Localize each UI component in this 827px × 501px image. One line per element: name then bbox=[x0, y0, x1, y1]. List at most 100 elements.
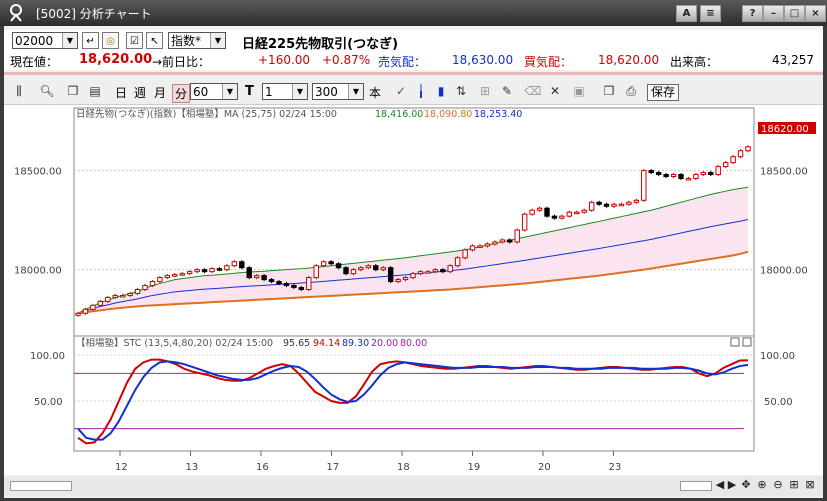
enter-icon[interactable]: ↵ bbox=[82, 32, 99, 49]
osc-ylabel-right: 50.00 bbox=[764, 397, 793, 408]
candle-body bbox=[745, 146, 751, 152]
candle-body bbox=[97, 300, 104, 306]
bar-chart-icon[interactable]: ╽ bbox=[417, 84, 425, 98]
candle-body bbox=[231, 261, 238, 267]
ask-label: 売気配： bbox=[378, 55, 427, 69]
print-icon[interactable]: ⎙ bbox=[626, 84, 636, 98]
count-select[interactable]: 300 ▼ bbox=[312, 83, 364, 100]
instrument-row: 02000 ▼ ↵ ◎ ☑ ↖ 指数* ▼ 日経225先物取引(つなぎ) bbox=[4, 30, 823, 52]
t-select[interactable]: 1 ▼ bbox=[262, 83, 308, 100]
candle-body bbox=[127, 292, 133, 296]
minute-select[interactable]: 60 ▼ bbox=[190, 83, 238, 100]
candle-body bbox=[172, 274, 178, 277]
scroll-thumb[interactable] bbox=[680, 481, 712, 491]
candle-body bbox=[350, 269, 357, 275]
checkbox-icon[interactable]: ☑ bbox=[126, 32, 143, 49]
close-button[interactable]: × bbox=[805, 5, 826, 22]
candle-body bbox=[402, 277, 409, 281]
candle-body bbox=[685, 178, 692, 181]
font-size-button[interactable]: A bbox=[676, 5, 697, 22]
maximize-button[interactable]: □ bbox=[784, 5, 805, 22]
pencil-icon[interactable]: ✎ bbox=[501, 84, 513, 98]
price-ylabel-right: 18000.00 bbox=[760, 266, 808, 277]
period-week-button[interactable]: 週 bbox=[134, 86, 147, 100]
candle-body bbox=[737, 150, 744, 158]
candle-body bbox=[105, 296, 111, 302]
count-value: 300 bbox=[315, 85, 338, 99]
document-icon[interactable]: ▤ bbox=[89, 84, 101, 98]
osc-value-5: 80.00 bbox=[400, 338, 427, 349]
candle-body bbox=[715, 166, 721, 176]
x-tick-label: 18 bbox=[397, 462, 410, 473]
zoom-in-icon[interactable]: ⊕ bbox=[757, 478, 767, 491]
grid-icon[interactable]: ⊞ bbox=[479, 84, 491, 98]
t-value: 1 bbox=[265, 85, 273, 99]
candle-body bbox=[484, 243, 491, 247]
candle-body bbox=[663, 174, 669, 178]
candle-body bbox=[82, 308, 89, 314]
code-select[interactable]: 02000 ▼ bbox=[12, 32, 78, 49]
up-down-arrow-icon[interactable]: ⇅ bbox=[455, 84, 467, 98]
save-button[interactable]: 保存 bbox=[647, 84, 680, 101]
grid-toggle-icon[interactable]: ⊞ bbox=[789, 478, 799, 491]
candle-body bbox=[499, 239, 506, 243]
scroll-track-left[interactable] bbox=[10, 481, 72, 491]
eraser-icon[interactable]: ⌫ bbox=[524, 84, 542, 98]
count-unit: 本 bbox=[369, 86, 382, 100]
candle-body bbox=[492, 241, 498, 245]
candle-body bbox=[298, 287, 305, 290]
candle-body bbox=[358, 267, 364, 271]
candle-body bbox=[261, 275, 267, 281]
candle-body bbox=[559, 215, 565, 219]
scroll-right-icon[interactable]: ▶ bbox=[727, 478, 737, 491]
osc-value-2: 94.14 bbox=[313, 338, 340, 349]
zoom-icon[interactable]: 🔍︎ bbox=[39, 84, 55, 98]
volume-bars-icon[interactable]: ▮ bbox=[437, 84, 445, 98]
ma-band bbox=[78, 187, 748, 314]
osc-gridlines bbox=[74, 354, 754, 430]
candle-body bbox=[708, 172, 714, 176]
candle-body bbox=[544, 207, 550, 217]
candle-body bbox=[536, 207, 543, 211]
osc-close-icon[interactable] bbox=[742, 337, 752, 347]
zoom-out-icon[interactable]: ⊖ bbox=[773, 478, 783, 491]
candle-body bbox=[477, 245, 483, 248]
instrument-type-select[interactable]: 指数* ▼ bbox=[168, 32, 226, 49]
candle-body bbox=[365, 265, 372, 269]
price-candles bbox=[75, 145, 751, 317]
binoculars-icon[interactable]: ◎ bbox=[102, 32, 119, 49]
chart-svg: 日経先物(つなぎ)(指数)【相場塾】MA (25,75) 02/24 15:00… bbox=[14, 107, 816, 473]
period-minute-button[interactable]: 分 bbox=[172, 84, 191, 103]
cursor-icon[interactable]: ↖ bbox=[146, 32, 163, 49]
scroll-left-icon[interactable]: ◀ bbox=[715, 478, 725, 491]
current-price-tag-text: 18620.00 bbox=[761, 124, 809, 135]
fit-icon[interactable]: ⊠ bbox=[805, 478, 815, 491]
candle-body bbox=[283, 283, 290, 287]
candle-body bbox=[410, 273, 416, 279]
change-label: →前日比： bbox=[152, 55, 211, 69]
page-icon[interactable]: ❐ bbox=[603, 84, 615, 98]
candle-type-icon[interactable]: ⫼ bbox=[16, 84, 22, 98]
candle-body bbox=[454, 257, 461, 267]
copy-icon[interactable]: ❐ bbox=[67, 84, 79, 98]
osc-minimize-icon[interactable] bbox=[730, 337, 740, 347]
window-icon[interactable]: ▣ bbox=[573, 84, 585, 98]
bid-label: 買気配： bbox=[524, 55, 573, 69]
candle-body bbox=[730, 156, 736, 164]
candle-body bbox=[239, 261, 245, 269]
period-month-button[interactable]: 月 bbox=[154, 86, 167, 100]
delete-icon[interactable]: ✕ bbox=[549, 84, 561, 98]
bid-value: 18,620.00 bbox=[598, 53, 660, 67]
x-tick-label: 19 bbox=[468, 462, 481, 473]
minimize-button[interactable]: – bbox=[763, 5, 784, 22]
help-button[interactable]: ? bbox=[742, 5, 763, 22]
osc-lines bbox=[77, 358, 749, 445]
move-icon[interactable]: ✥ bbox=[741, 478, 751, 491]
trendline-icon[interactable]: ✓ bbox=[395, 84, 407, 98]
candle-body bbox=[209, 268, 215, 273]
oscillator-panel bbox=[73, 335, 755, 452]
menu-button[interactable]: ≡ bbox=[700, 5, 721, 22]
price-header: 日経先物(つなぎ)(指数)【相場塾】MA (25,75) 02/24 15:00 bbox=[76, 108, 337, 120]
candle-body bbox=[574, 211, 580, 215]
period-day-button[interactable]: 日 bbox=[115, 86, 128, 100]
